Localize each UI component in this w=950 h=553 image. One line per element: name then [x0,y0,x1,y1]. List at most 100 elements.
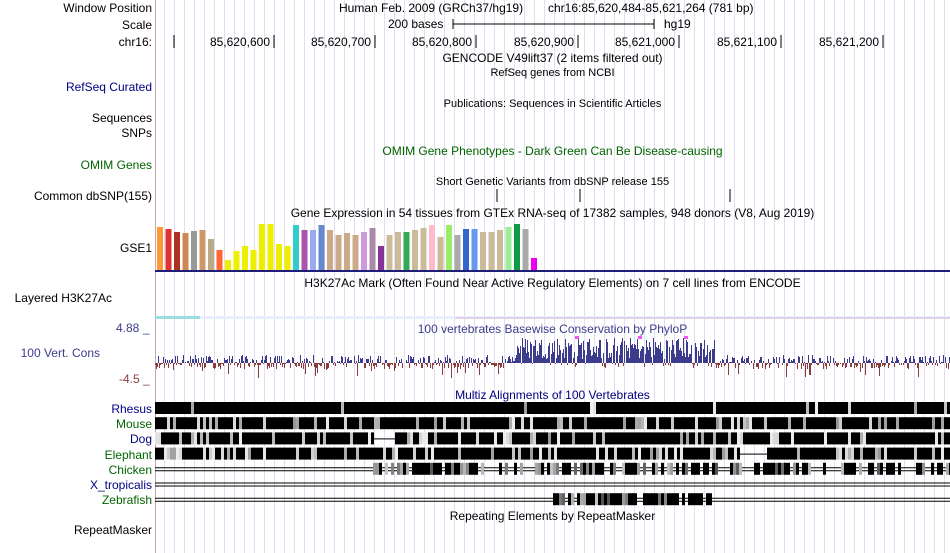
cons-bar [697,363,698,366]
species-label-chicken[interactable]: Chicken [108,462,152,477]
cons-bar [348,357,349,363]
snps-label[interactable]: SNPs [121,126,152,140]
dbsnp-label[interactable]: Common dbSNP(155) [33,189,152,203]
multiz-block [176,417,179,430]
dbsnp-track-title[interactable]: Short Genetic Variants from dbSNP releas… [435,176,670,188]
multiz-track-title[interactable]: Multiz Alignments of 100 Vertebrates [455,388,650,402]
cons-track-title[interactable]: 100 vertebrates Basewise Conservation by… [417,322,688,336]
multiz-block [347,417,350,430]
cons-bar [914,359,915,363]
cons-bar [888,363,889,368]
multiz-block [586,493,589,506]
sequences-label[interactable]: Sequences [91,111,152,125]
cons-bar [304,359,305,363]
h3k27ac-label[interactable]: Layered H3K27Ac [14,291,112,305]
multiz-gap-line [746,453,749,455]
cons-bar [299,363,300,366]
gtex-bar-chart[interactable] [155,222,950,274]
multiz-block [662,447,665,460]
multiz-block [509,447,512,460]
cons-bar [770,363,771,365]
species-label-mouse[interactable]: Mouse [115,417,152,432]
gtex-label[interactable]: GSE1 [119,241,152,255]
multiz-block [695,432,698,445]
multiz-block [869,402,872,414]
multiz-block [793,462,796,475]
cons-bar [824,362,825,363]
cons-bar [769,363,770,368]
multiz-block [305,432,308,445]
multiz-block [188,417,191,430]
gencode-track-title[interactable]: GENCODE V49lift37 (2 items filtered out) [442,51,663,65]
refseq-label[interactable]: RefSeq Curated [65,80,152,94]
species-label-rhesus[interactable]: Rhesus [111,402,152,416]
multiz-block [607,493,610,506]
refseq-track-title[interactable]: RefSeq genes from NCBI [490,67,615,79]
multiz-alignments[interactable] [155,401,950,506]
multiz-block [254,402,257,414]
cons-label[interactable]: 100 Vert. Cons [20,346,100,360]
multiz-block [713,417,716,430]
cons-bar [794,359,795,363]
cons-bar [613,345,614,363]
multiz-block [806,432,809,445]
cons-bar [467,358,468,363]
cons-bar [213,363,214,368]
cons-bar [807,363,808,369]
multiz-block [854,447,857,460]
multiz-block [676,493,679,506]
cons-bar [540,345,541,363]
dbsnp-items[interactable] [0,188,950,204]
multiz-block [278,402,281,414]
h3k27ac-track-title[interactable]: H3K27Ac Mark (Often Found Near Active Re… [304,276,801,290]
multiz-block [611,447,614,460]
multiz-block [755,402,758,414]
omim-track-title[interactable]: OMIM Gene Phenotypes - Dark Green Can Be… [382,144,723,158]
omim-label[interactable]: OMIM Genes [80,158,152,172]
multiz-block [694,493,697,506]
multiz-block [521,432,524,445]
multiz-block [701,402,704,414]
multiz-block [275,447,278,460]
species-label-x_tropicalis[interactable]: X_tropicalis [89,478,152,492]
multiz-block [293,417,296,430]
multiz-block [461,432,464,445]
species-label-zebrafish[interactable]: Zebrafish [101,493,152,508]
cons-bar [948,363,949,369]
species-label-elephant[interactable]: Elephant [104,447,152,462]
multiz-block [871,462,874,475]
cons-bar [193,359,194,363]
cons-bar [664,359,665,363]
species-label-dog[interactable]: Dog [129,432,152,447]
multiz-block [755,417,758,430]
h3k27ac-signal[interactable] [155,313,950,321]
repeatmasker-track-title[interactable]: Repeating Elements by RepeatMasker [449,509,656,523]
multiz-block [634,493,637,506]
multiz-block [932,417,935,430]
multiz-block [551,402,554,414]
cons-bar [698,351,699,363]
cons-bar [555,363,556,364]
cons-wiggle[interactable] [155,333,950,385]
multiz-block [809,417,812,430]
multiz-block [794,402,797,414]
multiz-block [757,462,760,475]
gtex-track-title[interactable]: Gene Expression in 54 tissues from GTEx … [290,206,815,220]
multiz-block [803,432,806,445]
multiz-block [332,432,335,445]
multiz-block [623,447,626,460]
repeatmasker-label[interactable]: RepeatMasker [73,523,152,537]
cons-bar [169,360,170,363]
cons-bar [170,363,171,364]
multiz-block [320,417,323,430]
cons-bar [503,363,504,368]
multiz-block [518,432,521,445]
cons-bar [270,357,271,363]
multiz-block [401,432,404,445]
cons-bar [271,363,272,367]
cons-bar [833,358,834,363]
cons-bar [907,363,908,368]
gtex-tissue-bar [233,251,240,270]
publications-track-title[interactable]: Publications: Sequences in Scientific Ar… [443,98,662,110]
